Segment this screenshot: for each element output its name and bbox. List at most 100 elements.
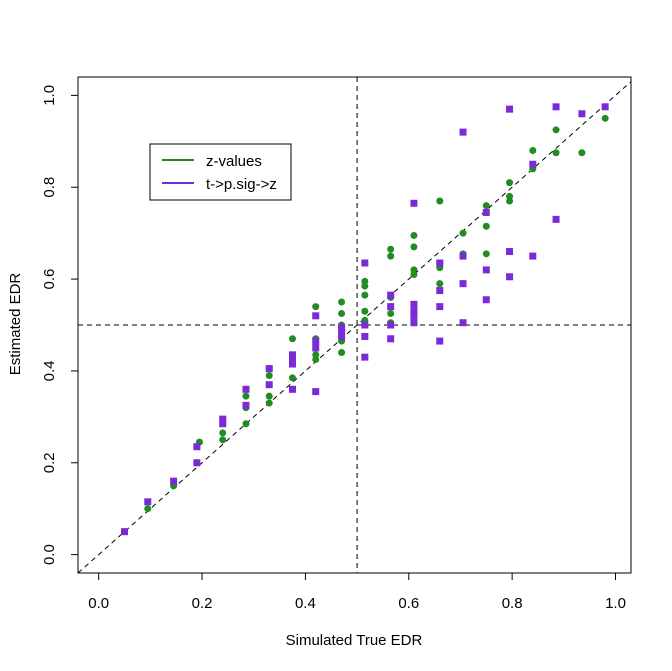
point-t-p-sig-z bbox=[288, 351, 296, 359]
point-t-p-sig-z bbox=[242, 385, 250, 393]
point-t-p-sig-z bbox=[193, 443, 201, 451]
point-t-p-sig-z bbox=[578, 110, 586, 118]
point-t-p-sig-z bbox=[387, 321, 395, 329]
point-t-p-sig-z bbox=[410, 319, 418, 327]
point-t-p-sig-z bbox=[410, 300, 418, 308]
point-t-p-sig-z bbox=[436, 259, 444, 267]
point-t-p-sig-z bbox=[387, 303, 395, 311]
point-t-p-sig-z bbox=[459, 252, 467, 260]
reference-lines bbox=[77, 77, 632, 574]
point-z-values bbox=[552, 149, 560, 157]
point-t-p-sig-z bbox=[361, 332, 369, 340]
point-z-values bbox=[506, 192, 514, 200]
point-z-values bbox=[410, 266, 418, 274]
point-z-values bbox=[387, 245, 395, 253]
point-t-p-sig-z bbox=[219, 415, 227, 423]
point-t-p-sig-z bbox=[436, 337, 444, 345]
point-t-p-sig-z bbox=[529, 160, 537, 168]
point-t-p-sig-z bbox=[410, 307, 418, 315]
point-z-values bbox=[601, 114, 609, 122]
point-z-values bbox=[338, 298, 346, 306]
point-t-p-sig-z bbox=[312, 388, 320, 396]
point-t-p-sig-z bbox=[552, 103, 560, 111]
point-t-p-sig-z bbox=[436, 303, 444, 311]
point-z-values bbox=[219, 436, 227, 444]
point-t-p-sig-z bbox=[144, 498, 152, 506]
point-z-values bbox=[242, 420, 250, 428]
y-tick-label: 0.8 bbox=[41, 177, 58, 198]
y-tick-label: 1.0 bbox=[41, 85, 58, 106]
point-z-values bbox=[312, 303, 320, 311]
point-t-p-sig-z bbox=[387, 335, 395, 343]
legend-label-z-values: z-values bbox=[206, 153, 262, 170]
point-t-p-sig-z bbox=[410, 199, 418, 207]
point-t-p-sig-z bbox=[242, 401, 250, 409]
point-z-values bbox=[459, 229, 467, 237]
point-z-values bbox=[410, 243, 418, 251]
point-z-values bbox=[482, 222, 490, 230]
point-t-p-sig-z bbox=[459, 128, 467, 136]
point-t-p-sig-z bbox=[219, 420, 227, 428]
point-t-p-sig-z bbox=[361, 321, 369, 329]
point-t-p-sig-z bbox=[459, 280, 467, 288]
point-z-values bbox=[361, 277, 369, 285]
point-t-p-sig-z bbox=[482, 296, 490, 304]
point-t-p-sig-z bbox=[193, 459, 201, 467]
x-tick-label: 0.8 bbox=[502, 595, 523, 612]
point-t-p-sig-z bbox=[552, 215, 560, 223]
point-t-p-sig-z bbox=[288, 355, 296, 363]
point-z-values bbox=[361, 291, 369, 299]
point-t-p-sig-z bbox=[312, 344, 320, 352]
x-tick-label: 0.4 bbox=[295, 595, 316, 612]
point-z-values bbox=[265, 372, 273, 380]
x-tick-label: 1.0 bbox=[605, 595, 626, 612]
point-z-values bbox=[387, 252, 395, 260]
point-z-values bbox=[219, 429, 227, 437]
y-axis-label: Estimated EDR bbox=[7, 273, 24, 376]
point-t-p-sig-z bbox=[338, 332, 346, 340]
point-z-values bbox=[361, 307, 369, 315]
data-points bbox=[121, 103, 609, 536]
point-t-p-sig-z bbox=[529, 252, 537, 260]
point-t-p-sig-z bbox=[601, 103, 609, 111]
x-tick-label: 0.2 bbox=[192, 595, 213, 612]
point-t-p-sig-z bbox=[312, 312, 320, 320]
identity-line bbox=[77, 81, 632, 574]
point-t-p-sig-z bbox=[121, 528, 129, 536]
point-t-p-sig-z bbox=[361, 353, 369, 361]
point-z-values bbox=[436, 197, 444, 205]
point-z-values bbox=[506, 179, 514, 187]
point-t-p-sig-z bbox=[506, 105, 514, 113]
point-t-p-sig-z bbox=[288, 385, 296, 393]
legend-label-t-p-sig-z: t->p.sig->z bbox=[206, 176, 277, 193]
point-t-p-sig-z bbox=[170, 477, 178, 485]
y-axis: 0.0 0.2 0.4 0.6 0.8 1.0 bbox=[41, 85, 79, 565]
point-t-p-sig-z bbox=[459, 319, 467, 327]
point-t-p-sig-z bbox=[288, 360, 296, 368]
point-z-values bbox=[529, 146, 537, 154]
point-t-p-sig-z bbox=[410, 312, 418, 320]
point-z-values bbox=[338, 349, 346, 357]
point-z-values bbox=[265, 399, 273, 407]
point-z-values bbox=[242, 392, 250, 400]
point-z-values bbox=[482, 250, 490, 258]
point-t-p-sig-z bbox=[361, 259, 369, 267]
point-t-p-sig-z bbox=[265, 365, 273, 373]
point-z-values bbox=[265, 392, 273, 400]
point-z-values bbox=[578, 149, 586, 157]
point-t-p-sig-z bbox=[506, 248, 514, 256]
point-z-values bbox=[144, 505, 152, 513]
point-z-values bbox=[482, 202, 490, 210]
x-axis-label: Simulated True EDR bbox=[286, 632, 423, 649]
point-z-values bbox=[410, 231, 418, 239]
x-tick-label: 0.0 bbox=[88, 595, 109, 612]
legend: z-values t->p.sig->z bbox=[149, 143, 292, 201]
y-tick-label: 0.2 bbox=[41, 452, 58, 473]
legend-box bbox=[149, 143, 292, 201]
point-t-p-sig-z bbox=[265, 381, 273, 389]
point-t-p-sig-z bbox=[387, 291, 395, 299]
point-t-p-sig-z bbox=[436, 287, 444, 295]
point-t-p-sig-z bbox=[482, 208, 490, 216]
point-z-values bbox=[552, 126, 560, 134]
